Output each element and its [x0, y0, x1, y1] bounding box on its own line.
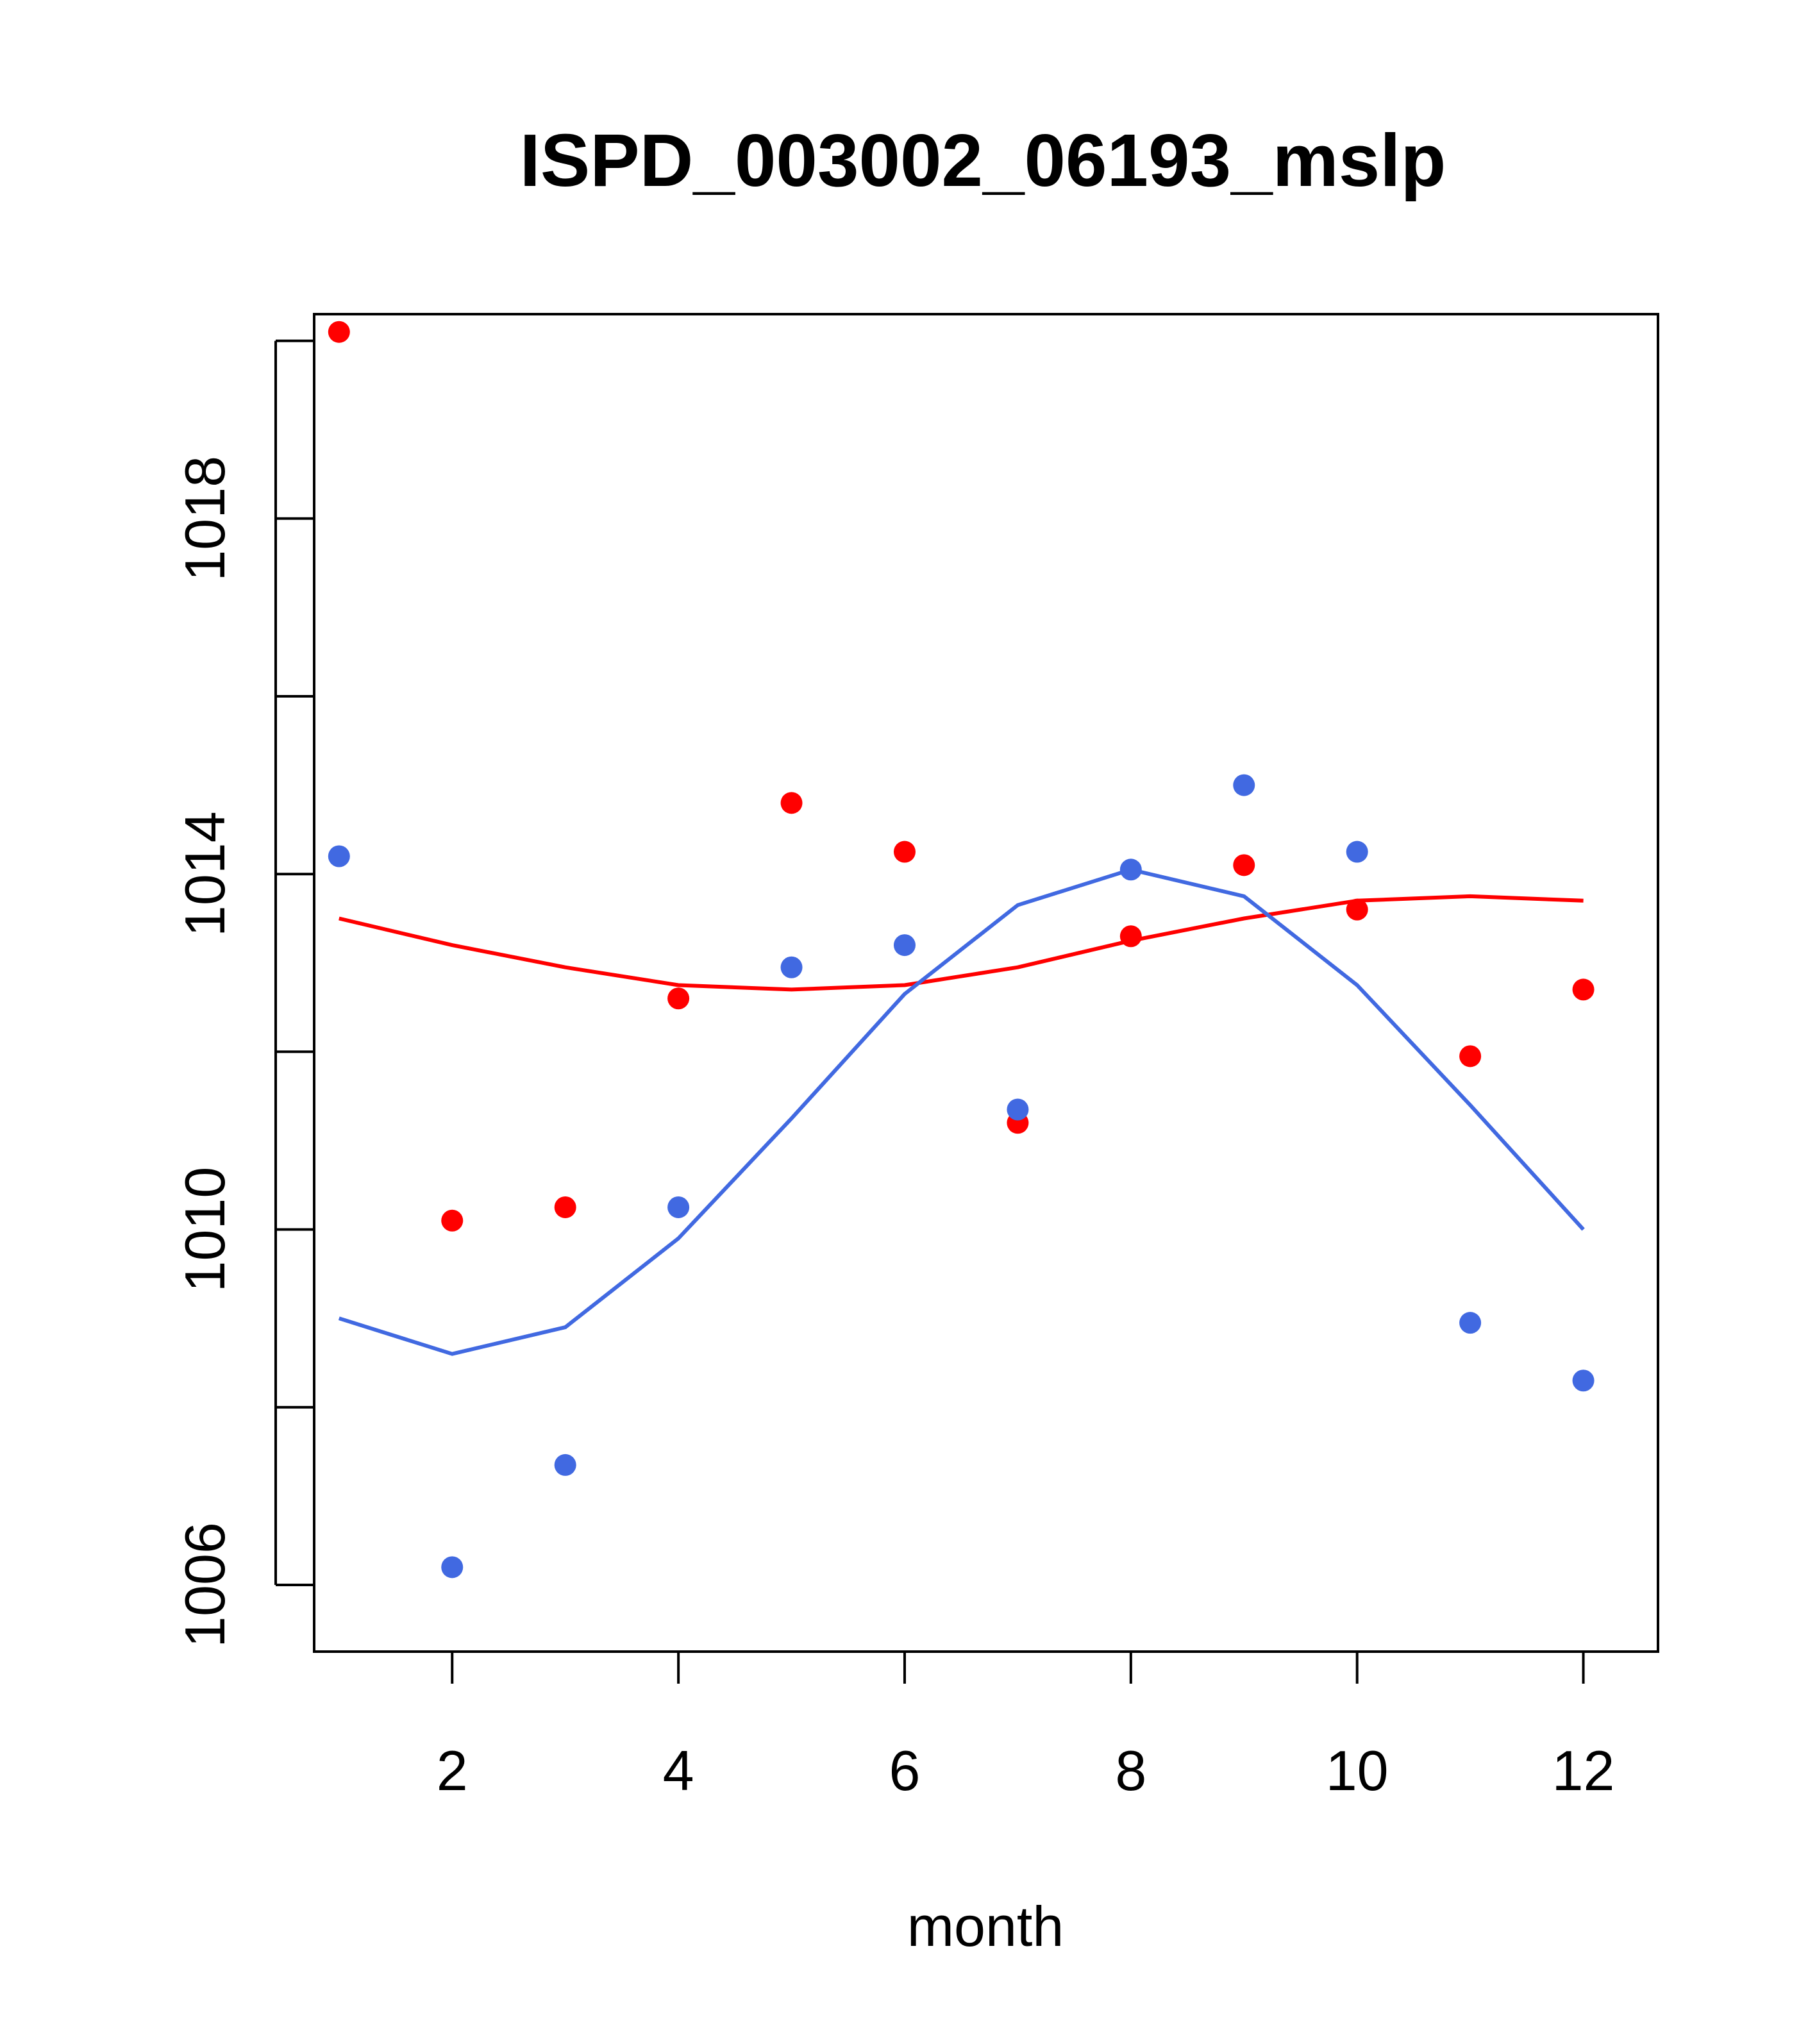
data-point [1233, 854, 1255, 876]
data-point [1459, 1045, 1482, 1068]
data-point [780, 956, 803, 978]
data-point [1346, 841, 1368, 863]
data-point [554, 1453, 576, 1476]
data-point [554, 1196, 576, 1218]
data-point [1007, 1098, 1029, 1121]
plot-frame [313, 313, 1659, 1653]
data-point [441, 1556, 464, 1579]
series-line-3 [338, 867, 1585, 1356]
x-tick-label: 6 [889, 1739, 920, 1802]
x-axis-label: month [907, 1895, 1064, 1958]
y-tick-label: 1010 [173, 1167, 237, 1293]
data-point [667, 987, 690, 1010]
data-point [1233, 774, 1255, 796]
data-point [328, 845, 350, 867]
data-point [1346, 898, 1368, 921]
data-point [780, 792, 803, 814]
data-point [667, 1196, 690, 1218]
chart-title: ISPD_003002_06193_mslp [520, 119, 1446, 202]
x-axis: 2 4 6 8 10 12 [437, 1650, 1615, 1802]
data-point [1119, 859, 1142, 881]
data-point [441, 1209, 464, 1232]
data-point [1119, 925, 1142, 948]
data-point [328, 321, 350, 343]
series-layer [328, 321, 1595, 1579]
x-tick-label: 2 [437, 1739, 468, 1802]
x-tick-label: 12 [1552, 1739, 1615, 1802]
y-tick-label: 1014 [173, 811, 237, 937]
data-point [893, 841, 916, 863]
data-point [1572, 1370, 1595, 1392]
x-tick-label: 4 [663, 1739, 694, 1802]
x-tick-label: 10 [1326, 1739, 1389, 1802]
y-tick-label: 1006 [173, 1522, 237, 1648]
x-tick-label: 8 [1115, 1739, 1146, 1802]
series-line-1 [339, 894, 1584, 992]
data-point [1459, 1312, 1482, 1334]
y-axis: 1006 1010 1014 1018 [173, 339, 314, 1648]
data-point [893, 934, 916, 957]
y-tick-label: 1018 [173, 456, 237, 582]
data-point [1572, 978, 1595, 1001]
